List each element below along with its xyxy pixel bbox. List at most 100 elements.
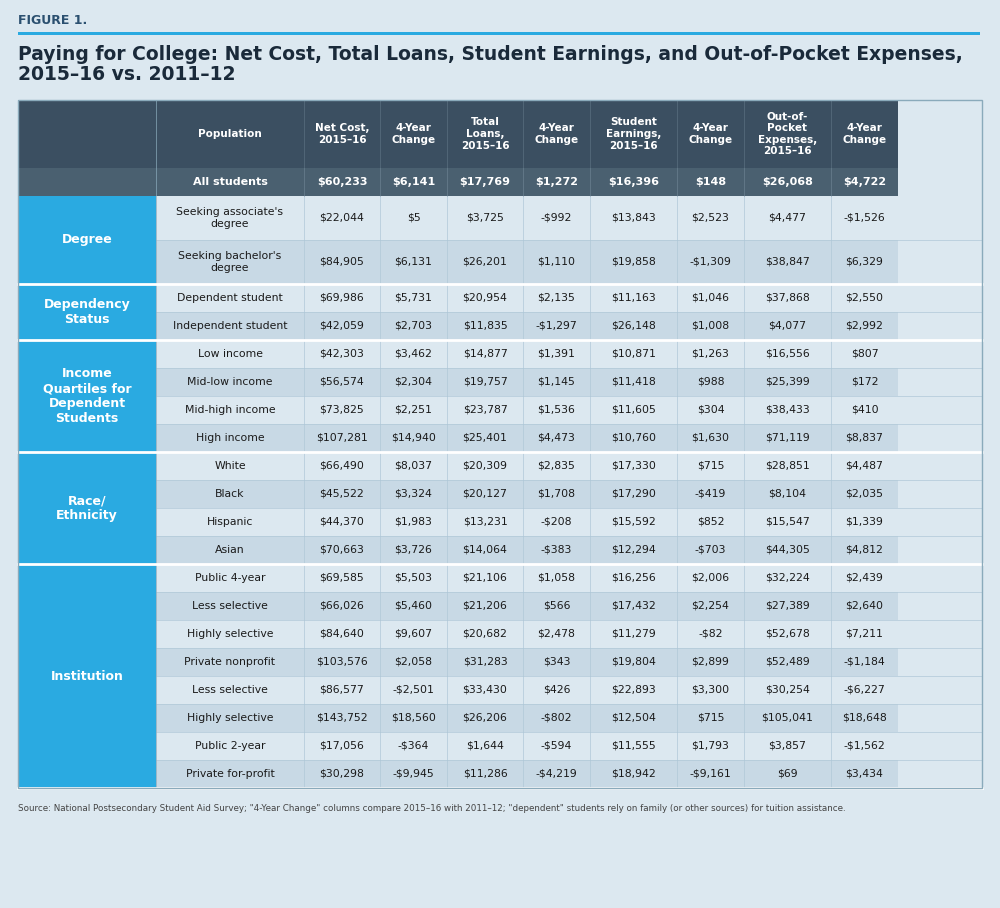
- Text: $17,330: $17,330: [611, 461, 656, 471]
- Text: Highly selective: Highly selective: [187, 713, 273, 723]
- Text: -$1,562: -$1,562: [844, 741, 885, 751]
- Text: -$383: -$383: [541, 545, 572, 555]
- Text: $14,940: $14,940: [391, 433, 436, 443]
- Text: $7,211: $7,211: [846, 629, 883, 639]
- Bar: [831, 452, 898, 480]
- Bar: [831, 760, 898, 788]
- Bar: [831, 676, 898, 704]
- Bar: [677, 368, 744, 396]
- Text: Mid-low income: Mid-low income: [187, 377, 273, 387]
- Bar: [447, 340, 523, 368]
- Bar: [380, 196, 447, 240]
- Text: $3,857: $3,857: [769, 741, 806, 751]
- Bar: [18, 168, 156, 196]
- Bar: [18, 32, 980, 35]
- Bar: [590, 620, 677, 648]
- Bar: [744, 312, 831, 340]
- Text: $13,843: $13,843: [611, 213, 656, 223]
- Text: $5,503: $5,503: [394, 573, 432, 583]
- Bar: [304, 312, 380, 340]
- Text: -$419: -$419: [695, 489, 726, 499]
- Bar: [304, 100, 380, 168]
- Text: $19,858: $19,858: [611, 257, 656, 267]
- Bar: [380, 396, 447, 424]
- Text: $1,110: $1,110: [538, 257, 576, 267]
- Bar: [831, 240, 898, 284]
- Bar: [304, 564, 380, 592]
- Bar: [380, 284, 447, 312]
- Bar: [744, 564, 831, 592]
- Bar: [447, 284, 523, 312]
- Text: Total
Loans,
2015–16: Total Loans, 2015–16: [461, 117, 509, 151]
- Bar: [380, 480, 447, 508]
- Text: $30,298: $30,298: [320, 769, 364, 779]
- Text: 4-Year
Change: 4-Year Change: [842, 123, 887, 144]
- Bar: [677, 480, 744, 508]
- Text: -$9,945: -$9,945: [393, 769, 434, 779]
- Text: $2,478: $2,478: [538, 629, 575, 639]
- Text: $30,254: $30,254: [765, 685, 810, 695]
- Text: $33,430: $33,430: [463, 685, 507, 695]
- Bar: [831, 592, 898, 620]
- Bar: [831, 620, 898, 648]
- Text: -$802: -$802: [541, 713, 572, 723]
- Bar: [523, 704, 590, 732]
- Bar: [590, 312, 677, 340]
- Text: $103,576: $103,576: [316, 657, 368, 667]
- Bar: [831, 196, 898, 240]
- Text: $73,825: $73,825: [320, 405, 364, 415]
- Bar: [744, 536, 831, 564]
- Bar: [744, 732, 831, 760]
- Text: $2,304: $2,304: [394, 377, 432, 387]
- Bar: [590, 732, 677, 760]
- Text: $4,812: $4,812: [846, 545, 883, 555]
- Bar: [304, 704, 380, 732]
- Bar: [156, 424, 304, 452]
- Bar: [18, 196, 156, 284]
- Bar: [304, 196, 380, 240]
- Text: Public 4-year: Public 4-year: [195, 573, 265, 583]
- Text: $6,131: $6,131: [395, 257, 432, 267]
- Text: $69,986: $69,986: [320, 293, 364, 303]
- Text: $8,104: $8,104: [768, 489, 806, 499]
- Bar: [156, 340, 304, 368]
- Bar: [590, 536, 677, 564]
- Bar: [523, 536, 590, 564]
- Text: $107,281: $107,281: [316, 433, 368, 443]
- Bar: [380, 340, 447, 368]
- Bar: [590, 424, 677, 452]
- Bar: [304, 536, 380, 564]
- Text: $715: $715: [697, 461, 724, 471]
- Bar: [156, 564, 304, 592]
- Text: $18,560: $18,560: [391, 713, 436, 723]
- Text: $17,769: $17,769: [460, 177, 511, 187]
- Bar: [590, 168, 677, 196]
- Text: $2,703: $2,703: [394, 321, 432, 331]
- Text: $4,477: $4,477: [769, 213, 806, 223]
- Bar: [590, 240, 677, 284]
- Bar: [831, 480, 898, 508]
- Bar: [304, 760, 380, 788]
- Bar: [156, 592, 304, 620]
- Bar: [304, 424, 380, 452]
- Bar: [523, 312, 590, 340]
- Bar: [677, 452, 744, 480]
- Bar: [831, 340, 898, 368]
- Text: White: White: [214, 461, 246, 471]
- Bar: [677, 564, 744, 592]
- Text: $10,871: $10,871: [611, 349, 656, 359]
- Text: Source: National Postsecondary Student Aid Survey; "4-Year Change" columns compa: Source: National Postsecondary Student A…: [18, 804, 846, 813]
- Bar: [380, 508, 447, 536]
- Text: $15,547: $15,547: [765, 517, 810, 527]
- Text: 4-Year
Change: 4-Year Change: [534, 123, 579, 144]
- Text: $38,433: $38,433: [765, 405, 810, 415]
- Text: $11,286: $11,286: [463, 769, 507, 779]
- Bar: [590, 592, 677, 620]
- Text: $1,046: $1,046: [692, 293, 730, 303]
- Text: $105,041: $105,041: [762, 713, 813, 723]
- Bar: [447, 100, 523, 168]
- Text: -$1,309: -$1,309: [690, 257, 731, 267]
- Text: $66,490: $66,490: [320, 461, 364, 471]
- Text: $26,201: $26,201: [463, 257, 507, 267]
- Text: $11,279: $11,279: [611, 629, 656, 639]
